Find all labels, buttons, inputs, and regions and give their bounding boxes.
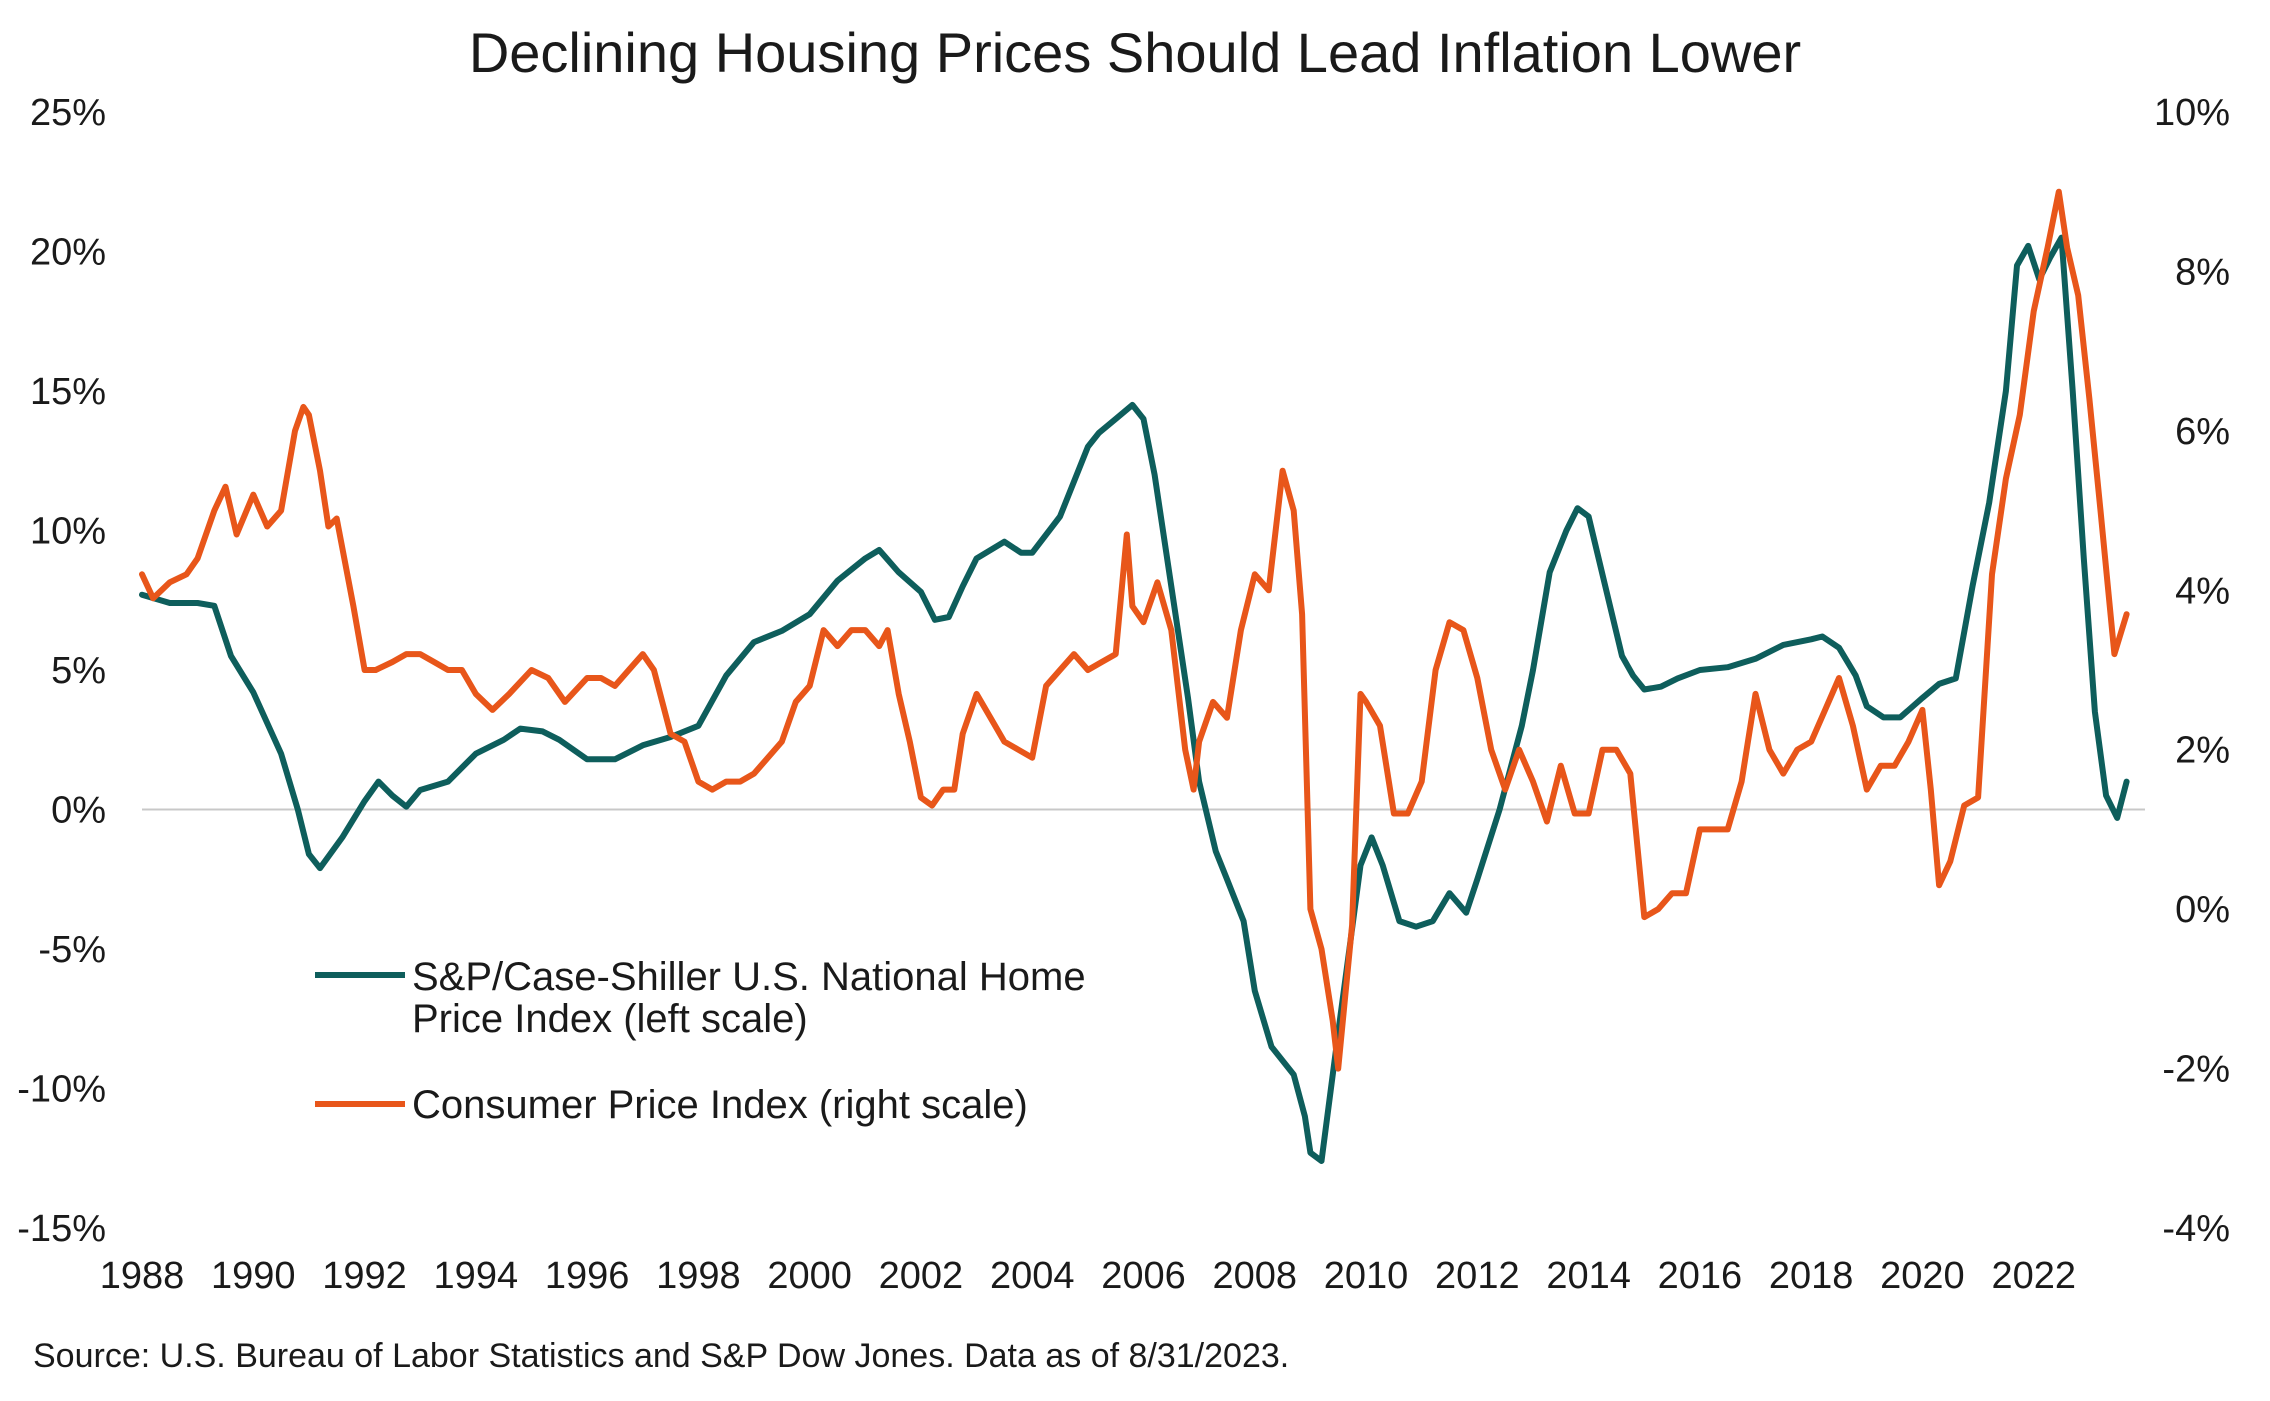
left-tick-label: 20% xyxy=(30,232,106,274)
x-tick-label: 2006 xyxy=(1101,1255,1186,1297)
left-tick-label: 15% xyxy=(30,371,106,413)
legend-label-home-price-line2: Price Index (left scale) xyxy=(412,997,808,1041)
x-tick-label: 2016 xyxy=(1658,1255,1743,1297)
right-tick-label: 8% xyxy=(2175,251,2230,293)
x-tick-label: 2022 xyxy=(1991,1255,2076,1297)
left-y-axis: 25% 20% 15% 10% 5% 0% -5% -10% -15% xyxy=(17,92,106,1250)
cpi-line xyxy=(142,192,2127,1069)
left-tick-label: -5% xyxy=(38,929,106,971)
left-tick-label: 5% xyxy=(51,650,106,692)
legend-label-cpi: Consumer Price Index (right scale) xyxy=(412,1083,1028,1127)
right-tick-label: 6% xyxy=(2175,411,2230,453)
right-tick-label: 4% xyxy=(2175,570,2230,612)
right-tick-label: 2% xyxy=(2175,730,2230,772)
legend-label-home-price-line1: S&P/Case-Shiller U.S. National Home xyxy=(412,955,1086,999)
x-tick-label: 1990 xyxy=(211,1255,296,1297)
left-tick-label: 10% xyxy=(30,511,106,553)
x-axis: 1988 1990 1992 1994 1996 1998 2000 2002 2004 2006… xyxy=(100,1255,2076,1297)
x-tick-label: 2012 xyxy=(1435,1255,1520,1297)
source-note: Source: U.S. Bureau of Labor Statistics … xyxy=(33,1337,1289,1375)
x-tick-label: 1994 xyxy=(434,1255,519,1297)
right-tick-label: 10% xyxy=(2154,92,2230,134)
left-tick-label: -15% xyxy=(17,1208,106,1250)
x-tick-label: 1998 xyxy=(656,1255,741,1297)
left-tick-label: 25% xyxy=(30,92,106,134)
x-tick-label: 2014 xyxy=(1546,1255,1631,1297)
legend: S&P/Case-Shiller U.S. National Home Pric… xyxy=(315,955,1086,1127)
right-tick-label: -4% xyxy=(2162,1208,2230,1250)
x-tick-label: 1996 xyxy=(545,1255,630,1297)
chart-canvas: Declining Housing Prices Should Lead Inf… xyxy=(0,0,2270,1401)
x-tick-label: 2004 xyxy=(990,1255,1075,1297)
x-tick-label: 2020 xyxy=(1880,1255,1965,1297)
x-tick-label: 1992 xyxy=(322,1255,407,1297)
left-tick-label: -10% xyxy=(17,1069,106,1111)
x-tick-label: 2008 xyxy=(1213,1255,1298,1297)
x-tick-label: 2000 xyxy=(767,1255,852,1297)
left-tick-label: 0% xyxy=(51,790,106,832)
chart-title: Declining Housing Prices Should Lead Inf… xyxy=(469,21,1801,84)
right-y-axis: 10% 8% 6% 4% 2% 0% -2% -4% xyxy=(2154,92,2230,1250)
x-tick-label: 2010 xyxy=(1324,1255,1409,1297)
x-tick-label: 2018 xyxy=(1769,1255,1854,1297)
x-tick-label: 1988 xyxy=(100,1255,185,1297)
x-tick-label: 2002 xyxy=(879,1255,964,1297)
right-tick-label: -2% xyxy=(2162,1049,2230,1091)
right-tick-label: 0% xyxy=(2175,889,2230,931)
